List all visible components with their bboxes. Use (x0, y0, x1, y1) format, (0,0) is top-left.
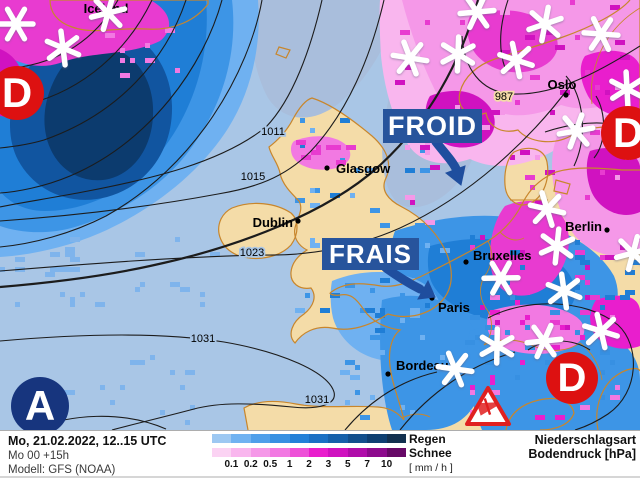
legend-scale-value: 7 (364, 459, 370, 470)
isobar-label-1031-south: 1031 (305, 394, 329, 406)
high-pressure-marker: A (11, 377, 69, 435)
froid-arrow (431, 137, 466, 186)
city-dot-oslo (563, 92, 569, 98)
isobar-label-1031-west: 1031 (191, 333, 215, 345)
isobar-label-987: 987 (495, 91, 513, 103)
city-label-dublin: Dublin (253, 215, 293, 230)
city-label-bruxelles: Bruxelles (473, 248, 532, 263)
city-dot-berlin (604, 227, 610, 233)
legend-scale-value: 0.1 (224, 459, 239, 470)
city-label-paris: Paris (438, 300, 470, 315)
legend-scale-value: 2 (306, 459, 312, 470)
city-label-berlin: Berlin (565, 219, 602, 234)
legend-scale-value: 3 (325, 459, 332, 470)
legend-rain-label: Regen (409, 432, 446, 446)
footer-model-name: Modell: GFS (NOAA) (8, 464, 116, 476)
legend-scale-value: 0.5 (263, 459, 278, 470)
low-pressure-marker-scandinavia: D (601, 106, 640, 160)
legend-scale-value: 10 (381, 459, 393, 470)
isobar-label-1011: 1011 (261, 126, 285, 138)
footer-datetime: Mo, 21.02.2022, 12..15 UTC (8, 434, 167, 448)
legend-scale-value: 0.2 (243, 459, 258, 470)
legend-rain-colorbar (212, 434, 407, 443)
legend-scale-value: 1 (286, 459, 293, 470)
legend-snow-label: Schnee (409, 446, 452, 460)
city-label-oslo: Oslo (548, 77, 577, 92)
low-pressure-marker-alps: D (546, 352, 598, 404)
city-dot-dublin (295, 218, 301, 224)
isobar-label-1023: 1023 (240, 247, 264, 259)
city-label-glasgow: Glasgow (336, 161, 391, 176)
map-canvas: 987 1011 1015 1023 1031 1031 Iceland Gla… (0, 0, 640, 430)
legend-unit-label: [ mm / h ] (409, 462, 453, 474)
city-dot-bruxelles (463, 259, 469, 265)
froid-label: FROID (383, 109, 482, 143)
isobar-label-1015: 1015 (241, 171, 265, 183)
storm-warning-icon (465, 386, 511, 426)
low-pressure-marker-atlantic: D (0, 66, 44, 120)
legend-snow-colorbar (212, 448, 407, 457)
city-dot-glasgow (324, 165, 330, 171)
legend-scale-value: 5 (345, 459, 351, 470)
isobar-value-labels: 987 1011 1015 1023 1031 1031 (189, 89, 515, 408)
footer-bar: Mo, 21.02.2022, 12..15 UTC Mo 00 +15h Mo… (0, 430, 640, 478)
frais-label: FRAIS (322, 238, 419, 270)
frais-arrow (381, 263, 436, 300)
city-dot-bordeaux (385, 371, 391, 377)
footer-model-run: Mo 00 +15h (8, 450, 70, 462)
legend-right-title-1: Niederschlagsart (534, 433, 636, 447)
legend-right-title-2: Bodendruck [hPa] (528, 447, 636, 461)
weather-map: 987 1011 1015 1023 1031 1031 Iceland Gla… (0, 0, 640, 430)
